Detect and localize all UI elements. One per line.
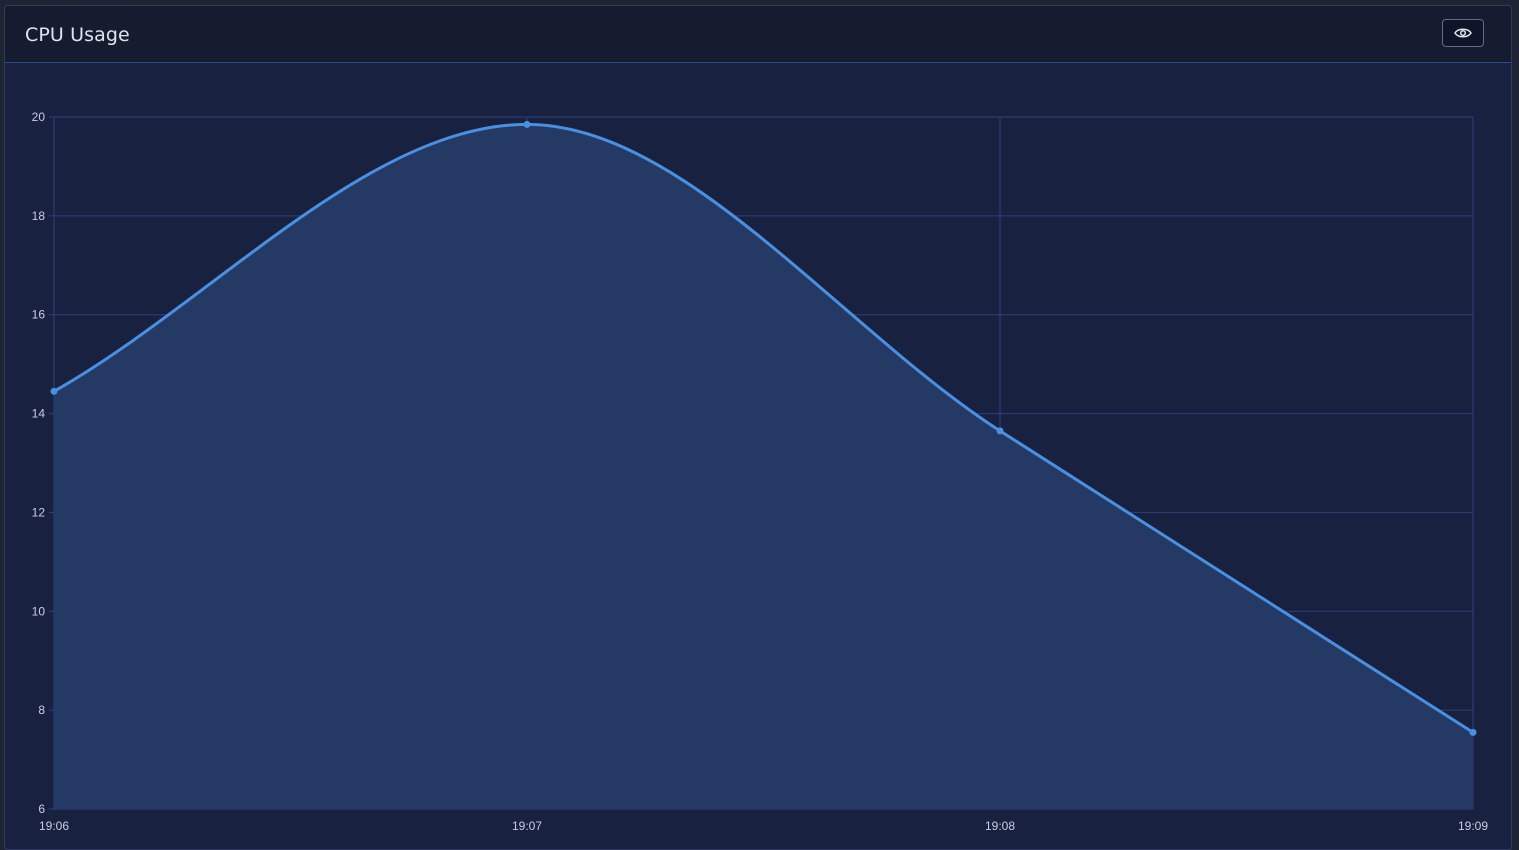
y-tick-label: 6 bbox=[38, 802, 45, 816]
data-point[interactable] bbox=[1469, 728, 1477, 736]
y-tick-label: 16 bbox=[32, 308, 46, 322]
card-header: CPU Usage bbox=[5, 6, 1511, 63]
x-tick-label: 19:09 bbox=[1458, 819, 1488, 833]
y-tick-label: 12 bbox=[32, 505, 46, 519]
data-points bbox=[50, 120, 1477, 736]
data-point[interactable] bbox=[523, 120, 531, 128]
x-tick-label: 19:06 bbox=[39, 819, 69, 833]
series-line-path bbox=[53, 122, 1474, 734]
eye-icon bbox=[1454, 28, 1472, 38]
series-area bbox=[54, 124, 1473, 809]
y-tick-label: 10 bbox=[32, 604, 46, 618]
y-tick-label: 20 bbox=[32, 110, 46, 124]
visibility-toggle-button[interactable] bbox=[1442, 19, 1484, 47]
area-fill bbox=[54, 124, 1473, 809]
x-tick-label: 19:07 bbox=[512, 819, 542, 833]
y-tick-label: 8 bbox=[38, 703, 45, 717]
y-axis-ticks: 6 8 10 12 14 16 18 20 bbox=[32, 110, 46, 816]
data-point[interactable] bbox=[50, 387, 58, 395]
x-axis-ticks: 19:06 19:07 19:08 19:09 bbox=[39, 819, 1488, 833]
chart-title: CPU Usage bbox=[25, 24, 130, 46]
x-tick-label: 19:08 bbox=[985, 819, 1015, 833]
data-point[interactable] bbox=[996, 427, 1004, 435]
y-tick-label: 18 bbox=[32, 209, 46, 223]
y-tick-label: 14 bbox=[32, 407, 46, 421]
series-line bbox=[53, 122, 1474, 734]
